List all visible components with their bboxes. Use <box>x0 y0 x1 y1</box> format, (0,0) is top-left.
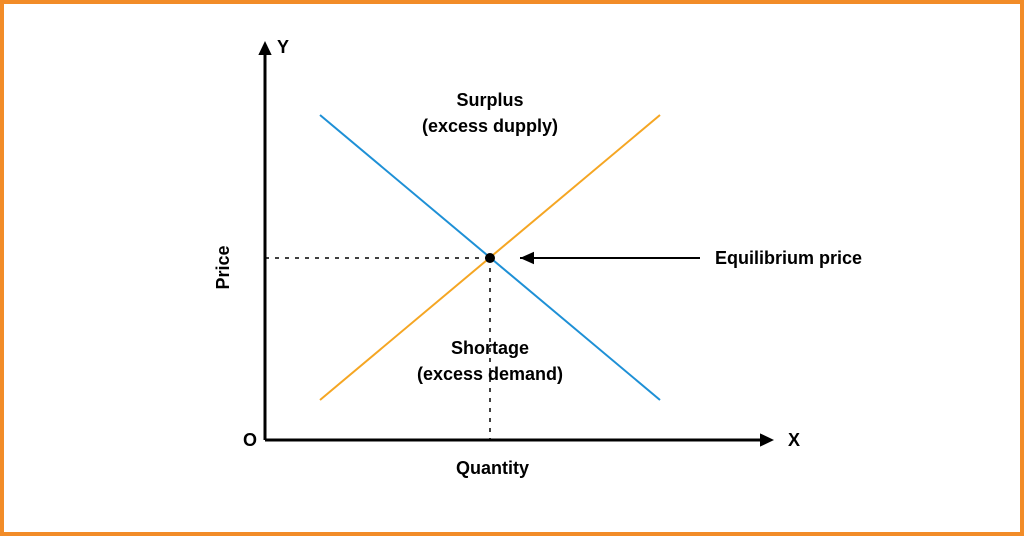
shortage-label-line2: (excess demand) <box>417 364 563 384</box>
surplus-label-line2: (excess dupply) <box>422 116 558 136</box>
econ-chart-svg: X Y O Quantity Price Equilibrium price Surplus… <box>0 0 1024 536</box>
x-axis-title: Quantity <box>456 458 529 478</box>
chart-frame: X Y O Quantity Price Equilibrium price Surplus… <box>0 0 1024 536</box>
equilibrium-point <box>485 253 495 263</box>
shortage-label-line1: Shortage <box>451 338 529 358</box>
x-axis-end-label: X <box>788 430 800 450</box>
equilibrium-label: Equilibrium price <box>715 248 862 268</box>
y-axis-end-label: Y <box>277 37 289 57</box>
outer-border <box>2 2 1022 534</box>
y-axis-title: Price <box>213 245 233 289</box>
surplus-label-line1: Surplus <box>456 90 523 110</box>
origin-label: O <box>243 430 257 450</box>
